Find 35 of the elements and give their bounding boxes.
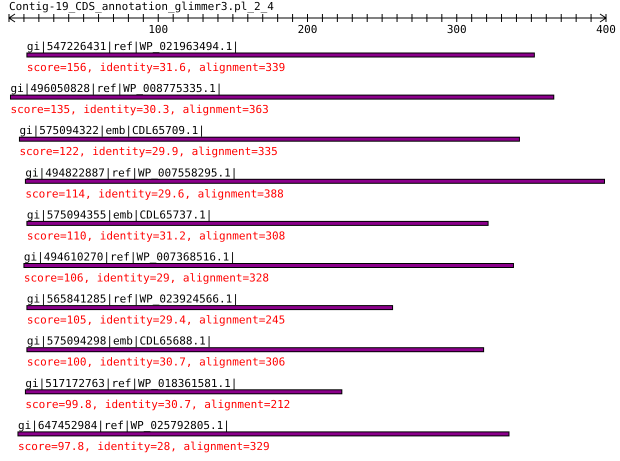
bar bbox=[24, 389, 342, 394]
y-tick-label: gi|494822887|ref|WP_007558295.1| bbox=[25, 166, 238, 180]
annotation: score=100, identity=30.7, alignment=306 bbox=[26, 356, 286, 369]
annotation: score=114, identity=29.6, alignment=388 bbox=[25, 187, 284, 200]
y-tick-label: gi|647452984|ref|WP_025792805.1| bbox=[18, 418, 230, 432]
y-tick-label: gi|517172763|ref|WP_018361581.1| bbox=[25, 376, 238, 390]
annotation: score=110, identity=31.2, alignment=308 bbox=[26, 229, 286, 242]
bar bbox=[18, 136, 520, 142]
annotation: score=105, identity=29.4, alignment=245 bbox=[26, 314, 286, 327]
y-tick-label: gi|494610270|ref|WP_007368516.1| bbox=[24, 250, 236, 264]
y-tick-label: gi|547226431|ref|WP_021963494.1| bbox=[26, 40, 239, 53]
bar bbox=[26, 347, 484, 352]
annotation: score=135, identity=30.3, alignment=363 bbox=[10, 103, 269, 116]
y-tick-label: gi|565841285|ref|WP_023924566.1| bbox=[26, 292, 239, 306]
bar bbox=[10, 94, 554, 100]
annotation: score=97.8, identity=28, alignment=329 bbox=[18, 440, 270, 453]
bar bbox=[17, 431, 510, 436]
annotation: score=99.8, identity=30.7, alignment=212 bbox=[25, 398, 290, 411]
annotation: score=122, identity=29.9, alignment=335 bbox=[19, 145, 278, 158]
x-tick-label: 200 bbox=[298, 23, 318, 36]
annotation: score=156, identity=31.6, alignment=339 bbox=[26, 61, 286, 74]
bar bbox=[24, 178, 606, 184]
bar bbox=[26, 305, 394, 310]
bar bbox=[23, 263, 514, 268]
chart-title: Contig-19_CDS_annotation_glimmer3.pl_2_4 bbox=[9, 0, 274, 13]
y-tick-label: gi|575094298|emb|CDL65688.1| bbox=[26, 334, 212, 348]
bar bbox=[26, 220, 489, 226]
annotation: score=106, identity=29, alignment=328 bbox=[24, 272, 269, 284]
x-tick-label: 300 bbox=[446, 23, 467, 36]
y-tick-label: gi|575094355|emb|CDL65737.1| bbox=[26, 208, 212, 222]
y-tick-label: gi|575094322|emb|CDL65709.1| bbox=[19, 124, 205, 138]
bar bbox=[26, 52, 535, 58]
y-tick-label: gi|496050828|ref|WP_008775335.1| bbox=[10, 82, 222, 96]
x-tick-label: 100 bbox=[148, 23, 168, 36]
x-tick-label: 400 bbox=[596, 23, 616, 36]
